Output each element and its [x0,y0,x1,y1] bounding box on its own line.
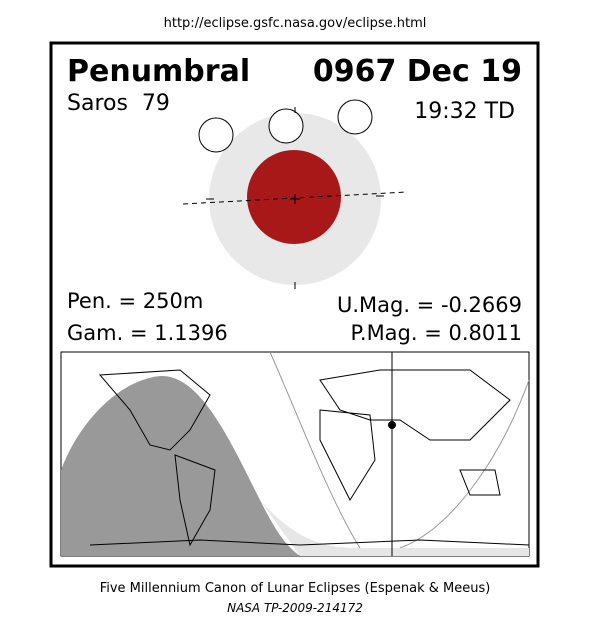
footer-reference: NASA TP-2009-214172 [227,601,363,615]
eclipse-date: 0967 Dec 19 [313,54,522,89]
gamma: Gam. = 1.1396 [67,321,228,345]
no-visibility [61,375,300,556]
visibility-curve [269,351,530,549]
greatest-eclipse [388,421,396,429]
saros: Saros 79 [67,91,170,116]
moon [268,108,304,144]
moon [337,99,373,135]
partial-visibility [260,500,529,556]
moon [198,117,234,153]
world-map [60,351,530,557]
penumbral-magnitude: P.Mag. = 0.8011 [351,321,523,345]
footer-title: Five Millennium Canon of Lunar Eclipses … [100,581,491,596]
eclipse-type: Penumbral [67,54,250,89]
coastlines [89,369,530,547]
time: 19:32 TD [414,99,515,124]
umbra [247,150,341,244]
umbral-magnitude: U.Mag. = -0.2669 [337,293,522,317]
pen-duration: Pen. = 250m [67,289,203,313]
url: http://eclipse.gsfc.nasa.gov/eclipse.htm… [164,16,427,31]
